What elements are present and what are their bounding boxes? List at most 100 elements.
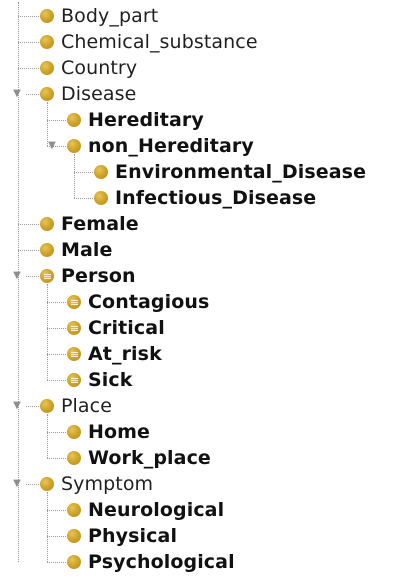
tree-node-disease[interactable]: ▼ Disease xyxy=(13,81,137,107)
expand-triangle-down-icon[interactable]: ▼ xyxy=(48,140,56,151)
class-icon xyxy=(40,61,54,75)
tree-guide-line xyxy=(47,536,66,537)
tree-guide-line xyxy=(47,562,66,563)
tree-node-label: Place xyxy=(61,395,113,417)
class-icon xyxy=(40,87,54,101)
tree-guide-line xyxy=(47,510,66,511)
tree-guide-line xyxy=(47,120,66,121)
tree-guide-line xyxy=(18,16,39,17)
expand-triangle-down-icon[interactable]: ▼ xyxy=(13,88,21,99)
class-icon xyxy=(67,529,81,543)
tree-guide-line xyxy=(26,406,39,407)
tree-guide-line xyxy=(26,276,39,277)
class-icon xyxy=(40,243,54,257)
expand-triangle-down-icon[interactable]: ▼ xyxy=(13,478,21,489)
tree-guide-line xyxy=(18,42,39,43)
class-icon xyxy=(40,9,54,23)
tree-node-body-part[interactable]: Body_part xyxy=(40,3,158,29)
tree-node-male[interactable]: Male xyxy=(40,237,113,263)
tree-guide-line xyxy=(26,94,39,95)
class-icon xyxy=(67,425,81,439)
tree-node-infectious-disease[interactable]: Infectious_Disease xyxy=(94,185,316,211)
tree-node-label: Person xyxy=(61,265,136,287)
class-icon xyxy=(40,35,54,49)
tree-node-critical[interactable]: Critical xyxy=(67,315,165,341)
tree-guide-line xyxy=(47,432,66,433)
defined-class-icon xyxy=(67,373,81,387)
class-icon xyxy=(40,399,54,413)
tree-node-label: At_risk xyxy=(88,343,162,365)
tree-node-contagious[interactable]: Contagious xyxy=(67,289,209,315)
tree-node-label: Male xyxy=(61,239,113,261)
tree-node-environmental-disease[interactable]: Environmental_Disease xyxy=(94,159,366,185)
tree-node-neurological[interactable]: Neurological xyxy=(67,497,224,523)
tree-node-chemical-substance[interactable]: Chemical_substance xyxy=(40,29,258,55)
class-icon xyxy=(40,217,54,231)
tree-node-label: non_Hereditary xyxy=(88,135,254,157)
tree-node-label: Work_place xyxy=(88,447,211,469)
tree-node-hereditary[interactable]: Hereditary xyxy=(67,107,204,133)
tree-node-label: Infectious_Disease xyxy=(115,187,317,209)
tree-guide-line xyxy=(47,458,66,459)
tree-node-label: Chemical_substance xyxy=(61,31,258,53)
tree-guide-line xyxy=(47,414,48,458)
tree-node-female[interactable]: Female xyxy=(40,211,139,237)
tree-node-label: Critical xyxy=(88,317,165,339)
class-icon xyxy=(67,113,81,127)
tree-node-label: Environmental_Disease xyxy=(115,161,367,183)
tree-node-label: Symptom xyxy=(61,473,154,495)
class-icon xyxy=(40,477,54,491)
expand-triangle-down-icon[interactable]: ▼ xyxy=(13,400,21,411)
class-icon xyxy=(94,191,108,205)
defined-class-icon xyxy=(67,321,81,335)
class-icon xyxy=(67,503,81,517)
tree-node-home[interactable]: Home xyxy=(67,419,150,445)
defined-class-icon xyxy=(40,269,54,283)
tree-node-place[interactable]: ▼ Place xyxy=(13,393,113,419)
tree-guide-line xyxy=(18,68,39,69)
expand-triangle-down-icon[interactable]: ▼ xyxy=(13,270,21,281)
tree-guide-line xyxy=(18,224,39,225)
tree-node-label: Country xyxy=(61,57,138,79)
tree-guide-line xyxy=(26,484,39,485)
tree-node-symptom[interactable]: ▼ Symptom xyxy=(13,471,154,497)
tree-node-physical[interactable]: Physical xyxy=(67,523,177,549)
class-icon xyxy=(94,165,108,179)
tree-guide-line xyxy=(47,146,66,147)
tree-guide-line xyxy=(74,198,93,199)
tree-guide-line xyxy=(47,302,66,303)
tree-guide-line xyxy=(47,354,66,355)
class-icon xyxy=(67,451,81,465)
tree-node-label: Home xyxy=(88,421,151,443)
tree-node-label: Sick xyxy=(88,369,133,391)
tree-node-sick[interactable]: Sick xyxy=(67,367,133,393)
tree-guide-line xyxy=(47,492,48,562)
tree-guide-line xyxy=(47,380,66,381)
tree-guide-line xyxy=(74,154,75,198)
tree-guide-line xyxy=(74,172,93,173)
tree-node-at-risk[interactable]: At_risk xyxy=(67,341,162,367)
tree-guide-line xyxy=(18,250,39,251)
tree-node-non-hereditary[interactable]: ▼ non_Hereditary xyxy=(48,133,254,159)
tree-node-label: Hereditary xyxy=(88,109,204,131)
tree-node-psychological[interactable]: Psychological xyxy=(67,549,235,575)
defined-class-icon xyxy=(67,295,81,309)
tree-node-person[interactable]: ▼ Person xyxy=(13,263,136,289)
tree-node-label: Physical xyxy=(88,525,178,547)
tree-node-label: Neurological xyxy=(88,499,225,521)
defined-class-icon xyxy=(67,347,81,361)
tree-node-label: Disease xyxy=(61,83,137,105)
class-icon xyxy=(67,139,81,153)
class-icon xyxy=(67,555,81,569)
tree-node-label: Body_part xyxy=(61,5,159,27)
tree-node-label: Psychological xyxy=(88,551,235,573)
tree-guide-line xyxy=(47,284,48,380)
tree-node-work-place[interactable]: Work_place xyxy=(67,445,211,471)
tree-guide-line xyxy=(18,2,19,562)
tree-guide-line xyxy=(47,328,66,329)
tree-node-country[interactable]: Country xyxy=(40,55,137,81)
tree-guide-line xyxy=(47,102,48,146)
tree-node-label: Female xyxy=(61,213,139,235)
tree-node-label: Contagious xyxy=(88,291,210,313)
